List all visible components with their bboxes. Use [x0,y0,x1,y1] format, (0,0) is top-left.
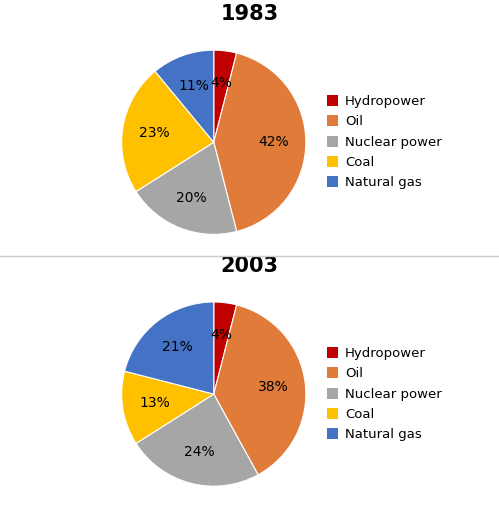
Wedge shape [155,50,214,142]
Text: 21%: 21% [162,340,193,354]
Text: 24%: 24% [184,445,214,459]
Text: 23%: 23% [139,126,170,140]
Title: 2003: 2003 [221,256,278,276]
Text: 20%: 20% [177,191,207,205]
Wedge shape [122,371,214,443]
Title: 1983: 1983 [221,4,278,24]
Wedge shape [214,50,237,142]
Text: 11%: 11% [178,79,209,93]
Wedge shape [214,302,237,394]
Text: 42%: 42% [258,135,289,150]
Wedge shape [136,394,258,486]
Text: 4%: 4% [210,328,232,342]
Wedge shape [214,53,306,231]
Legend: Hydropower, Oil, Nuclear power, Coal, Natural gas: Hydropower, Oil, Nuclear power, Coal, Na… [325,346,443,442]
Text: 13%: 13% [139,396,170,411]
Text: 38%: 38% [258,379,288,394]
Wedge shape [122,71,214,191]
Wedge shape [136,142,237,234]
Legend: Hydropower, Oil, Nuclear power, Coal, Natural gas: Hydropower, Oil, Nuclear power, Coal, Na… [325,94,443,190]
Wedge shape [125,302,214,394]
Text: 4%: 4% [210,76,232,90]
Wedge shape [214,305,306,475]
